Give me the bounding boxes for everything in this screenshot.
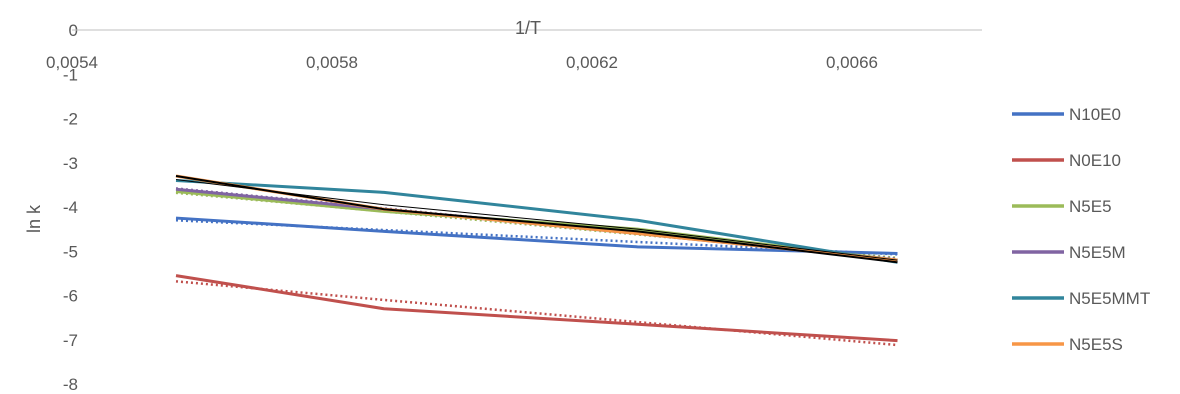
extra-line-2 bbox=[175, 179, 898, 261]
y-tick-label: -4 bbox=[63, 198, 78, 217]
y-tick-label: -2 bbox=[63, 110, 78, 129]
legend-label-n10e0: N10E0 bbox=[1069, 105, 1121, 124]
legend-label-n0e10: N0E10 bbox=[1069, 151, 1121, 170]
legend-label-n5e5m: N5E5M bbox=[1069, 243, 1126, 262]
series-line-n5e5mmt bbox=[175, 178, 898, 264]
series-line-n0e10 bbox=[175, 274, 898, 343]
y-tick-label: -1 bbox=[63, 65, 78, 84]
y-tick-label: -7 bbox=[63, 331, 78, 350]
x-tick-label: 0,0058 bbox=[306, 53, 358, 72]
x-axis-title: 1/T bbox=[515, 18, 541, 38]
series-line-n10e0 bbox=[175, 216, 898, 255]
y-axis-title: ln k bbox=[24, 204, 44, 233]
legend: N10E0 N0E10 N5E5 N5E5M N5E5MMT N5E5S bbox=[1012, 105, 1150, 354]
y-tick-label: -3 bbox=[63, 154, 78, 173]
legend-label-n5e5s: N5E5S bbox=[1069, 335, 1123, 354]
series-lines bbox=[175, 174, 898, 347]
trendline-n10e0 bbox=[175, 219, 898, 256]
y-tick-labels: 0-1-2-3-4-5-6-7-8 bbox=[63, 21, 78, 394]
y-tick-label: -6 bbox=[63, 287, 78, 306]
x-tick-labels: 0,0054 0,0058 0,0062 0,0066 bbox=[46, 53, 878, 72]
x-tick-label: 0,0062 bbox=[566, 53, 618, 72]
trendline-n0e10 bbox=[175, 280, 898, 347]
x-tick-label: 0,0054 bbox=[46, 53, 98, 72]
x-tick-label: 0,0066 bbox=[826, 53, 878, 72]
legend-label-n5e5: N5E5 bbox=[1069, 197, 1112, 216]
trendline-n5e5 bbox=[175, 191, 898, 260]
y-tick-label: -5 bbox=[63, 242, 78, 261]
y-tick-label: -8 bbox=[63, 375, 78, 394]
legend-label-n5e5mmt: N5E5MMT bbox=[1069, 289, 1150, 308]
